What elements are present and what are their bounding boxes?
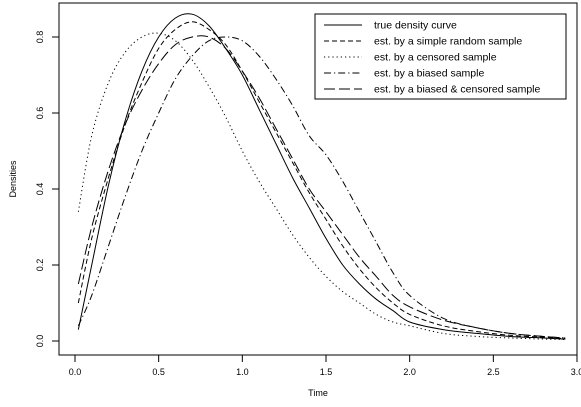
x-tick-label: 0.0	[69, 367, 82, 377]
y-tick-label: 0.2	[35, 259, 45, 272]
legend-label-3: est. by a censored sample	[374, 52, 497, 64]
y-axis: 0.0 0.2 0.4 0.6 0.8	[35, 31, 59, 348]
legend-label-2: est. by a simple random sample	[374, 36, 522, 48]
y-tick-label: 0.0	[35, 335, 45, 348]
legend-box	[314, 13, 567, 100]
x-tick-label: 1.5	[320, 367, 333, 377]
y-tick-label: 0.6	[35, 107, 45, 120]
legend: true density curve est. by a simple rando…	[314, 13, 567, 100]
series-layer	[77, 13, 566, 340]
series-line-1	[77, 13, 566, 340]
plot-frame	[58, 2, 578, 356]
y-tick-label: 0.4	[35, 183, 45, 196]
x-tick-label: 1.0	[236, 367, 249, 377]
x-tick-label: 2.0	[403, 367, 416, 377]
x-axis: 0.0 0.5 1.0 1.5 2.0 2.5 3.0	[69, 355, 581, 377]
legend-label-5: est. by a biased & censored sample	[374, 84, 541, 96]
x-axis-label: Time	[308, 388, 328, 398]
series-line-4	[77, 36, 566, 339]
series-line-2	[77, 21, 566, 340]
x-tick-label: 3.0	[571, 367, 581, 377]
x-tick-label: 2.5	[487, 367, 500, 377]
legend-label-4: est. by a biased sample	[374, 68, 484, 80]
y-axis-label: Densities	[8, 160, 18, 198]
series-line-5	[77, 35, 566, 339]
legend-label-1: true density curve	[374, 20, 457, 32]
y-tick-label: 0.8	[35, 31, 45, 44]
x-tick-label: 0.5	[152, 367, 165, 377]
